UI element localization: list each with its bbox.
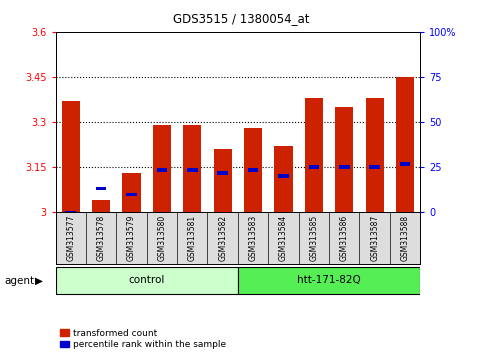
Bar — [369, 165, 380, 169]
Legend: transformed count, percentile rank within the sample: transformed count, percentile rank withi… — [60, 329, 226, 349]
Bar — [335, 107, 354, 212]
Text: htt-171-82Q: htt-171-82Q — [297, 275, 361, 285]
Text: GSM313583: GSM313583 — [249, 215, 257, 261]
Bar — [62, 101, 80, 212]
Text: GSM313580: GSM313580 — [157, 215, 167, 261]
Bar — [305, 98, 323, 212]
Text: GSM313579: GSM313579 — [127, 215, 136, 261]
Bar — [217, 171, 228, 175]
Bar — [278, 175, 289, 178]
Bar — [65, 211, 76, 214]
Bar — [56, 267, 238, 294]
Bar — [213, 149, 232, 212]
Bar — [126, 193, 137, 196]
Text: GSM313587: GSM313587 — [370, 215, 379, 261]
Text: GSM313586: GSM313586 — [340, 215, 349, 261]
Bar — [366, 98, 384, 212]
Bar — [274, 146, 293, 212]
Bar — [92, 200, 110, 212]
Bar — [244, 128, 262, 212]
Text: GDS3515 / 1380054_at: GDS3515 / 1380054_at — [173, 12, 310, 25]
Text: GSM313588: GSM313588 — [400, 215, 410, 261]
Bar — [187, 169, 198, 172]
Bar — [156, 169, 167, 172]
Text: GSM313584: GSM313584 — [279, 215, 288, 261]
Bar — [339, 165, 350, 169]
Text: control: control — [128, 275, 165, 285]
Bar — [400, 162, 411, 166]
Text: GSM313581: GSM313581 — [188, 215, 197, 261]
Text: ▶: ▶ — [35, 275, 43, 286]
Text: GSM313582: GSM313582 — [218, 215, 227, 261]
Text: GSM313578: GSM313578 — [97, 215, 106, 261]
Bar — [396, 77, 414, 212]
Bar — [309, 165, 319, 169]
Bar — [238, 267, 420, 294]
Text: GSM313585: GSM313585 — [309, 215, 318, 261]
Bar — [96, 187, 106, 190]
Bar — [183, 125, 201, 212]
Text: GSM313577: GSM313577 — [66, 215, 75, 261]
Bar — [122, 173, 141, 212]
Bar — [153, 125, 171, 212]
Text: agent: agent — [5, 275, 35, 286]
Bar — [248, 169, 258, 172]
